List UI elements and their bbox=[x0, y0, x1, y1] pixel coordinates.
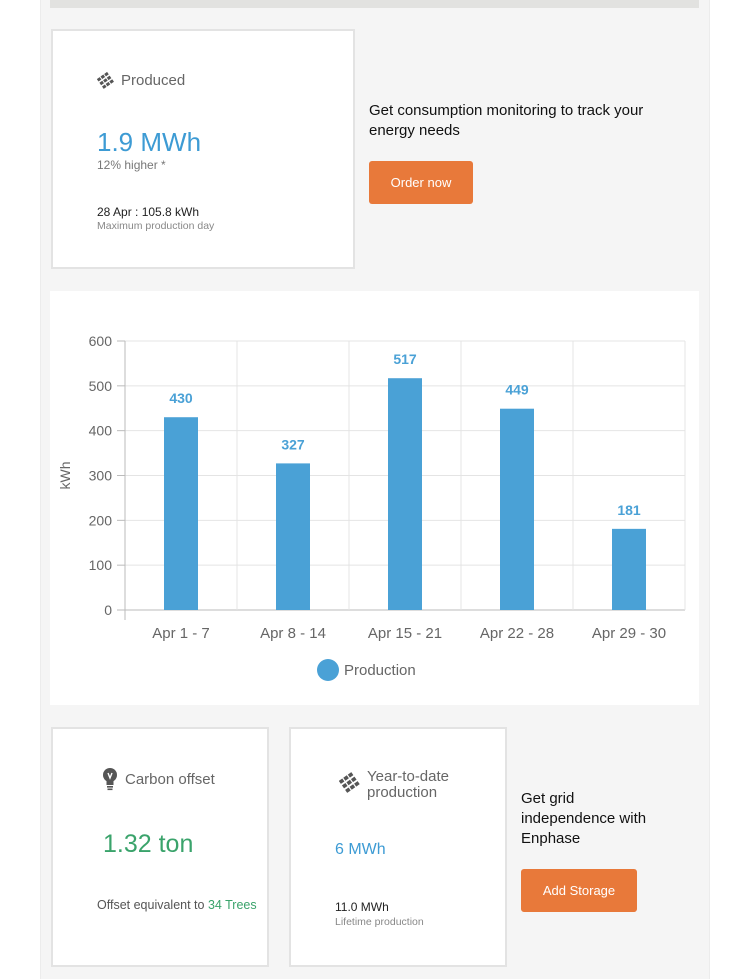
ytd-heading: Year-to-date production bbox=[339, 769, 477, 801]
x-tick-label: Apr 22 - 28 bbox=[480, 625, 554, 642]
ytd-production-card: Year-to-date production 6 MWh 11.0 MWh L… bbox=[289, 727, 507, 967]
bar-data-label: 517 bbox=[393, 351, 417, 367]
add-storage-button[interactable]: Add Storage bbox=[521, 869, 637, 912]
produced-comparison: 12% higher * bbox=[97, 158, 166, 172]
y-axis-label: kWh bbox=[57, 462, 73, 490]
storage-promo-text: Get grid independence with Enphase bbox=[521, 790, 647, 847]
lifetime-production-value: 11.0 MWh bbox=[335, 900, 389, 914]
lightbulb-icon bbox=[101, 767, 119, 791]
x-tick-label: Apr 29 - 30 bbox=[592, 625, 666, 642]
bar-Apr22_28 bbox=[500, 408, 534, 610]
carbon-heading: Carbon offset bbox=[101, 767, 215, 791]
offset-prefix: Offset equivalent to bbox=[97, 898, 208, 912]
ytd-title: Year-to-date production bbox=[367, 768, 450, 801]
max-production-caption: Maximum production day bbox=[97, 220, 215, 232]
x-tick-label: Apr 8 - 14 bbox=[260, 625, 326, 642]
offset-trees: 34 Trees bbox=[207, 898, 257, 912]
solar-panel-icon bbox=[339, 771, 361, 793]
produced-value: 1.9 MWh bbox=[97, 127, 202, 157]
offset-equivalent: Offset equivalent to 34 Trees bbox=[97, 897, 257, 914]
carbon-title: Carbon offset bbox=[125, 770, 215, 788]
y-tick-label: 200 bbox=[89, 512, 113, 528]
production-chart-panel: 0 100 200 300 400 500 600 kWh 430 Apr 1 - 7 327 Apr… bbox=[50, 291, 699, 705]
y-tick-label: 500 bbox=[89, 378, 113, 394]
carbon-offset-card: Carbon offset 1.32 ton Offset equivalent… bbox=[51, 727, 269, 967]
y-tick-label: 100 bbox=[89, 557, 113, 573]
top-divider bbox=[50, 0, 699, 8]
x-tick-label: Apr 15 - 21 bbox=[368, 625, 442, 642]
solar-panel-icon bbox=[97, 71, 115, 89]
order-now-button[interactable]: Order now bbox=[369, 161, 473, 204]
produced-title: Produced bbox=[121, 71, 186, 89]
bar-data-label: 181 bbox=[617, 502, 641, 518]
bar-Apr29_30 bbox=[612, 528, 646, 610]
produced-card: Produced 1.9 MWh 12% higher * 28 Apr : 1… bbox=[51, 29, 355, 269]
legend-marker bbox=[317, 659, 339, 681]
carbon-value: 1.32 ton bbox=[103, 830, 194, 858]
bar-data-label: 327 bbox=[281, 436, 305, 452]
y-tick-label: 0 bbox=[104, 602, 112, 618]
production-chart: 0 100 200 300 400 500 600 kWh 430 Apr 1 - 7 327 Apr… bbox=[57, 333, 686, 681]
lifetime-production-caption: Lifetime production bbox=[335, 916, 424, 928]
legend-label: Production bbox=[344, 662, 416, 679]
bar-Apr1_7 bbox=[164, 417, 198, 610]
bar-Apr8_14 bbox=[276, 463, 310, 610]
y-tick-label: 600 bbox=[89, 333, 113, 349]
x-tick-label: Apr 1 - 7 bbox=[152, 625, 210, 642]
bar-data-label: 430 bbox=[169, 390, 193, 406]
y-tick-label: 300 bbox=[89, 468, 113, 484]
ytd-value: 6 MWh bbox=[335, 841, 386, 858]
bar-data-label: 449 bbox=[505, 382, 529, 398]
bar-Apr15_21 bbox=[388, 378, 422, 610]
consumption-promo-text: Get consumption monitoring to track your… bbox=[369, 102, 644, 139]
produced-heading: Produced bbox=[97, 71, 185, 89]
y-tick-label: 400 bbox=[89, 423, 113, 439]
max-production-day: 28 Apr : 105.8 kWh bbox=[97, 205, 200, 219]
